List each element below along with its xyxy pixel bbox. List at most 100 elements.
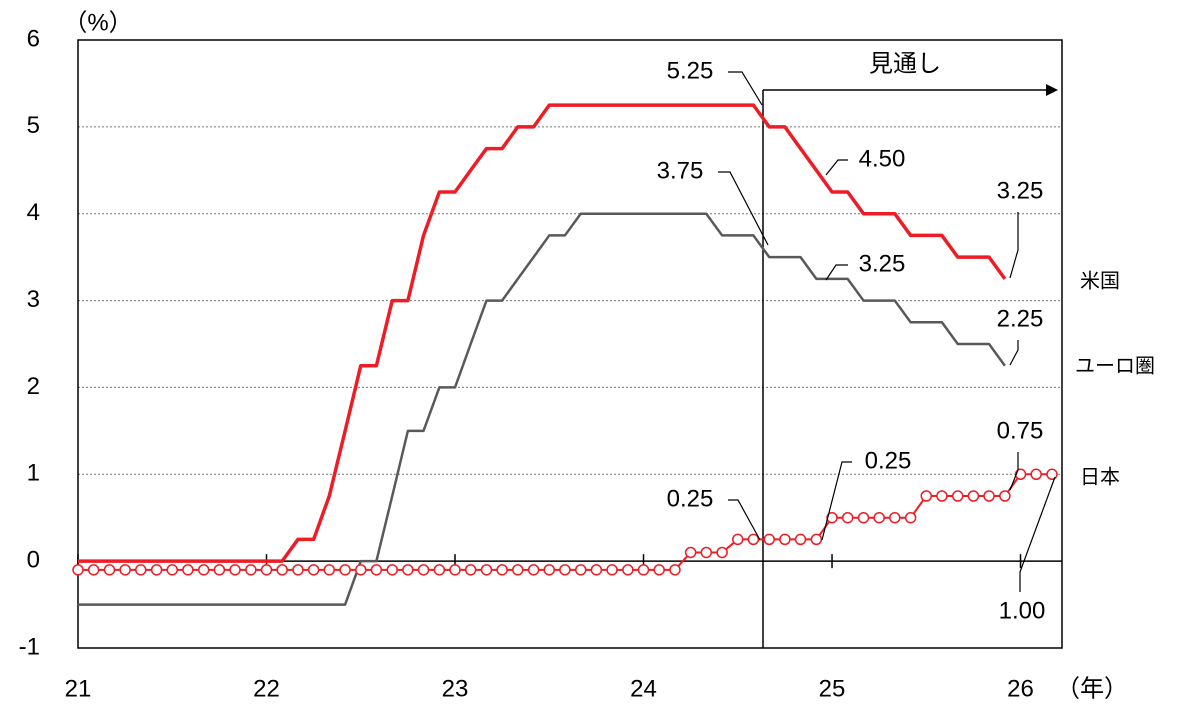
series-marker <box>496 564 508 576</box>
plot-frame <box>77 39 1063 649</box>
series-marker <box>857 511 870 524</box>
series-marker <box>166 564 179 576</box>
annotation: 5.25 <box>667 57 714 84</box>
annotation: 1.00 <box>999 597 1046 624</box>
series-marker <box>574 564 587 576</box>
series-marker <box>543 564 556 576</box>
x-tick-label: 22 <box>253 675 280 702</box>
annotation: 2.25 <box>997 305 1044 332</box>
series-marker <box>810 533 823 546</box>
series-marker <box>637 564 650 576</box>
annotation-leader <box>825 264 848 281</box>
series-marker <box>417 564 430 576</box>
series-marker <box>904 511 917 524</box>
series-marker <box>590 564 603 576</box>
y-unit: （%） <box>63 9 132 36</box>
forecast-arrowhead <box>1046 84 1058 96</box>
series-marker <box>87 564 100 576</box>
series-marker <box>402 564 414 576</box>
series-marker <box>732 533 744 546</box>
annotation-leader <box>1009 452 1019 491</box>
y-tick-label: 3 <box>27 286 40 313</box>
series-marker <box>386 564 398 576</box>
series-marker <box>747 533 760 546</box>
annotation: 0.25 <box>865 447 912 474</box>
series-marker <box>622 564 634 576</box>
series-label: 米国 <box>1080 269 1120 292</box>
annotation: 0.25 <box>667 485 714 512</box>
y-tick-label: -1 <box>19 633 40 660</box>
annotation-leader <box>718 171 769 246</box>
series-marker <box>339 564 351 576</box>
series-marker <box>323 564 336 576</box>
series-marker <box>936 490 948 502</box>
annotation-leader <box>821 461 852 541</box>
series-marker <box>433 564 446 576</box>
y-tick-label: 2 <box>27 373 40 400</box>
series-marker <box>889 511 901 524</box>
series-marker <box>512 564 524 576</box>
y-tick-label: 5 <box>27 112 40 139</box>
annotation: 4.50 <box>859 145 906 172</box>
series-marker <box>307 564 320 576</box>
series-marker <box>999 490 1011 502</box>
annotation: 3.25 <box>997 177 1044 204</box>
series-marker <box>700 546 713 559</box>
series-marker <box>841 511 854 524</box>
y-tick-label: 0 <box>27 546 40 573</box>
series-marker <box>967 490 980 502</box>
series-marker <box>606 564 618 576</box>
series-marker <box>920 490 933 502</box>
series-marker <box>716 546 728 559</box>
series-marker <box>952 490 964 502</box>
series-marker <box>72 564 84 576</box>
series-marker <box>292 564 304 576</box>
x-unit: （年） <box>1056 675 1128 702</box>
series-marker <box>794 533 807 546</box>
series-marker <box>464 564 477 576</box>
series-marker <box>826 511 838 524</box>
series-marker <box>1014 468 1027 481</box>
series-marker <box>119 564 131 576</box>
series-marker <box>779 533 791 546</box>
series-marker <box>135 564 147 576</box>
series-marker <box>480 564 493 576</box>
annotation: 3.25 <box>859 250 906 277</box>
series-line <box>78 212 1006 606</box>
annotation: 3.75 <box>657 157 704 184</box>
series-marker <box>983 490 995 502</box>
series-marker <box>449 564 461 576</box>
series-label: 日本 <box>1080 465 1120 488</box>
x-tick-label: 26 <box>1007 675 1034 702</box>
y-tick-label: 1 <box>27 460 40 487</box>
series-marker <box>684 546 697 559</box>
x-tick-label: 23 <box>442 675 469 702</box>
annotation-leader <box>1009 340 1019 366</box>
series-marker <box>276 564 288 576</box>
x-tick-label: 25 <box>819 675 846 702</box>
series-marker <box>1046 468 1058 481</box>
x-tick-label: 21 <box>65 675 92 702</box>
series-marker <box>559 564 571 576</box>
annotation: 見通し <box>869 50 941 77</box>
series-marker <box>229 564 241 576</box>
series-marker <box>245 564 257 576</box>
series-marker <box>873 511 885 524</box>
series-marker <box>763 533 776 546</box>
annotation-leader <box>1019 476 1056 592</box>
series-marker <box>669 564 681 576</box>
series-marker <box>213 564 226 576</box>
annotation-leader <box>728 71 763 106</box>
y-tick-label: 4 <box>27 199 40 226</box>
series-marker <box>103 564 116 576</box>
series-marker <box>182 564 194 576</box>
series-marker <box>527 564 540 576</box>
series-marker <box>370 564 383 576</box>
series-marker <box>197 564 210 576</box>
annotation-leader <box>825 159 848 176</box>
annotation-leader <box>1009 212 1019 279</box>
series-line <box>78 473 1053 571</box>
series-marker <box>1030 468 1042 481</box>
series-marker <box>653 564 665 576</box>
